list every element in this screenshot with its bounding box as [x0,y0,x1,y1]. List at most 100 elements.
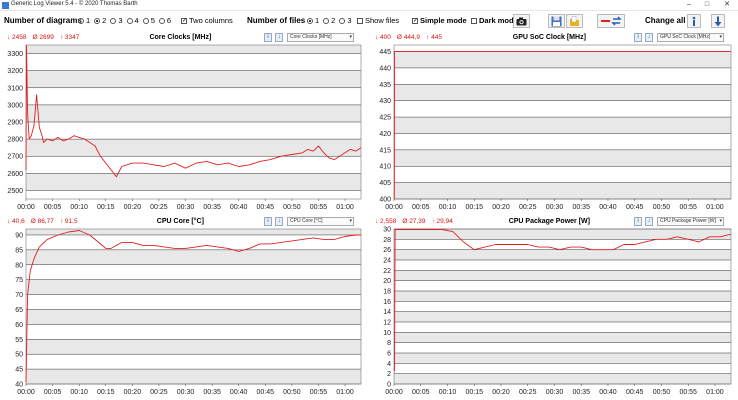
x-tick-label: 00:55 [679,204,697,211]
x-tick-label: 00:50 [653,204,671,211]
dark-mode-checkbox[interactable]: Dark mod [471,16,514,25]
x-tick-label: 00:40 [230,204,248,211]
diagram-radio-6[interactable]: 6 [158,16,171,25]
info-icon[interactable]: i [634,33,642,42]
series-dropdown[interactable]: CPU Core [°C] ▾ [287,217,354,226]
maximize-icon[interactable]: □ [704,1,710,8]
x-tick-label: 00:45 [626,204,644,211]
file-radio-2[interactable]: 2 [323,16,335,25]
x-tick-label: 00:30 [546,389,564,396]
x-tick-label: 00:55 [310,389,328,396]
close-icon[interactable]: ✕ [724,1,730,8]
minimize-icon[interactable]: – [687,1,691,8]
chart-stats: ↓ 2,558 Ø 27,39 ↑ 29,94 [375,218,453,225]
y-tick-label: 3100 [7,85,23,92]
file-radio-3[interactable]: 3 [339,16,352,25]
x-tick-label: 00:10 [439,204,457,211]
grid-band [26,309,361,325]
series-dropdown[interactable]: CPU Package Power [W] ▾ [657,217,724,226]
x-tick-label: 00:15 [97,204,115,211]
stat-avg: Ø 86,77 [30,218,54,225]
grid-band [26,229,361,235]
save-button[interactable] [548,14,565,28]
y-tick-label: 3200 [7,68,23,75]
grid-band [26,45,361,54]
open-file-button[interactable] [566,14,583,28]
x-tick-label: 01:00 [336,389,354,396]
x-tick-label: 00:40 [599,389,617,396]
down-arrow-icon[interactable]: ↓ [645,217,653,226]
grid-band [26,70,361,88]
diagram-radio-2[interactable]: 2 [94,16,106,25]
num-diagrams-label: Number of diagrams [4,16,82,25]
grid-band [26,279,361,295]
grid-band [26,104,361,122]
x-tick-label: 00:00 [385,389,403,396]
x-tick-label: 00:10 [70,204,88,211]
grid-band [394,363,731,374]
diagram-radio-3[interactable]: 3 [110,16,123,25]
x-tick-label: 00:10 [439,389,457,396]
x-tick-label: 00:20 [492,204,510,211]
chevron-down-icon: ▾ [349,218,352,224]
x-tick-label: 00:15 [97,389,115,396]
series-dropdown-value: GPU SoC Clock [MHz] [660,34,711,40]
x-tick-label: 00:35 [203,204,221,211]
down-arrow-icon[interactable]: ↓ [645,33,653,42]
x-tick-label: 00:05 [412,389,430,396]
info-icon[interactable]: i [634,217,642,226]
info-icon[interactable]: i [264,217,272,226]
x-tick-label: 00:05 [412,204,430,211]
chevron-down-icon: ▾ [719,34,722,40]
series-dropdown[interactable]: Core Clocks [MHz] ▾ [287,33,354,42]
x-tick-label: 00:10 [70,389,88,396]
grid-band [26,234,361,250]
x-tick-label: 00:20 [124,389,142,396]
stat-min: ↓ 400 [375,34,391,41]
y-tick-label: 400 [379,197,391,204]
x-tick-label: 00:55 [679,389,697,396]
diagram-radio-4[interactable]: 4 [126,16,139,25]
chart-cpu-core-temp: 40 45 50 55 60 65 70 75 80 85 90 00:00 00:05 00:10 00:… [3,216,365,398]
x-tick-label: 00:25 [150,389,168,396]
series-dropdown[interactable]: GPU SoC Clock [MHz] ▾ [657,33,724,42]
diagram-radio-1[interactable]: 1 [78,16,90,25]
two-columns-checkbox[interactable]: ✓ Two columns [181,16,233,25]
simple-mode-checkbox[interactable]: ✓ Simple mode [412,16,467,25]
diagram-radio-5[interactable]: 5 [142,16,155,25]
stat-avg: Ø 27,39 [402,218,426,225]
screenshot-button[interactable] [513,14,530,28]
grid-band [26,264,361,280]
plot-area: 400 405 410 415 420 425 430 435 440 445 00:00 00:05… [379,44,732,211]
grid-band [394,342,731,353]
grid-band [394,182,731,199]
x-tick-label: 00:45 [257,389,275,396]
y-tick-label: 405 [379,180,391,187]
stat-min: ↓ 2,558 [375,218,397,225]
move-down-all-button[interactable] [711,14,725,28]
file-radio-1[interactable]: 1 [307,16,319,25]
down-arrow-icon[interactable]: ↓ [275,217,283,226]
y-tick-label: 75 [15,277,23,284]
x-tick-label: 00:00 [385,204,403,211]
x-tick-label: 00:35 [572,389,590,396]
file-count-radio-group: 1 2 3 [307,16,352,25]
y-tick-label: 2800 [7,137,23,144]
toolbar: Number of diagrams 1 2 3 4 5 6 ✓ Two col… [0,11,738,31]
x-tick-label: 01:00 [706,204,724,211]
grid-band [394,84,731,101]
sync-series-button[interactable] [597,14,625,28]
x-tick-label: 00:40 [230,389,248,396]
down-arrow-icon[interactable]: ↓ [275,33,283,42]
app-icon [2,2,9,9]
grid-band [26,190,361,199]
info-icon[interactable]: i [264,33,272,42]
y-tick-label: 425 [379,115,391,122]
x-tick-label: 00:35 [203,389,221,396]
info-all-button[interactable] [687,14,701,28]
y-tick-label: 445 [379,49,391,56]
grid-band [394,133,731,150]
show-files-checkbox[interactable]: Show files [357,16,399,25]
x-tick-label: 00:05 [44,204,62,211]
grid-band [26,249,361,265]
